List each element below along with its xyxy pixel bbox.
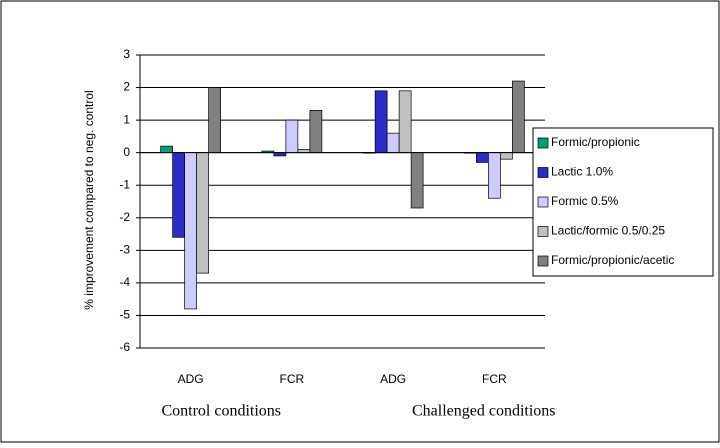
bar — [488, 152, 501, 199]
bar — [172, 152, 185, 238]
bar — [386, 132, 400, 154]
bar — [196, 152, 209, 274]
group-label: Control conditions — [161, 403, 281, 420]
x-tick-label: ADG — [380, 372, 406, 386]
y-tick-label: 1 — [123, 112, 130, 126]
bar — [410, 152, 424, 209]
y-tick-label: 0 — [123, 145, 130, 159]
legend-box — [532, 127, 714, 277]
legend-swatch — [537, 196, 549, 208]
bar — [500, 152, 513, 160]
y-tick-label: -2 — [119, 210, 130, 224]
y-tick-label: -3 — [119, 243, 130, 257]
y-axis-title: % improvement compared to neg. control — [82, 90, 96, 309]
y-tick-label: 2 — [123, 80, 130, 94]
x-tick-label: ADG — [178, 372, 204, 386]
bar — [374, 90, 388, 154]
bar — [398, 90, 412, 154]
y-tick-label: 3 — [123, 47, 130, 61]
legend-swatch — [537, 255, 549, 267]
legend-swatch — [537, 137, 549, 149]
bar — [512, 80, 525, 154]
legend-label: Lactic/formic 0.5/0.25 — [551, 224, 665, 238]
x-tick-label: FCR — [482, 372, 507, 386]
bar — [285, 119, 299, 154]
y-tick-label: -1 — [119, 177, 130, 191]
legend-label: Formic/propionic/acetic — [551, 253, 674, 267]
legend-label: Formic/propionic — [551, 135, 640, 149]
legend-label: Lactic 1.0% — [551, 165, 613, 179]
legend-swatch — [537, 226, 549, 237]
y-tick-label: -5 — [119, 308, 130, 322]
y-tick-label: -4 — [119, 275, 130, 289]
bar — [184, 152, 197, 310]
legend-label: Formic 0.5% — [551, 194, 619, 208]
bar — [208, 87, 221, 154]
y-tick-label: -6 — [119, 340, 130, 354]
bar — [476, 152, 489, 163]
x-tick-label: FCR — [280, 372, 305, 386]
legend-swatch — [537, 167, 549, 178]
group-label: Challenged conditions — [412, 403, 556, 420]
bar — [160, 145, 173, 154]
bar — [309, 109, 323, 154]
